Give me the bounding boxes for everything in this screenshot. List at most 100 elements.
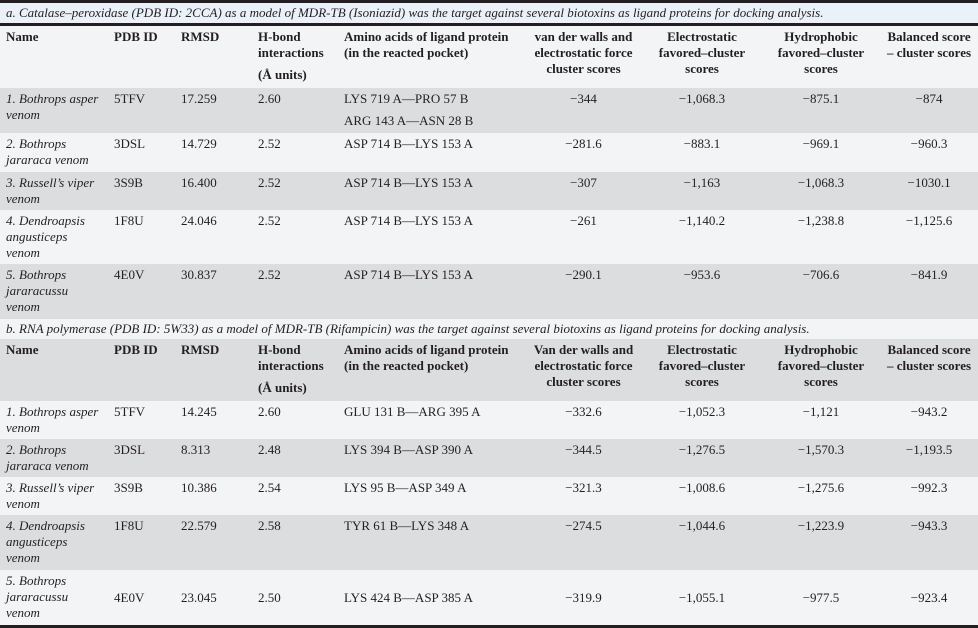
balanced-score: −960.3 — [880, 132, 978, 172]
pdb-id: 4E0V — [108, 569, 175, 625]
pdb-id: 3S9B — [108, 476, 175, 515]
amino-acid-pair: ARG 143 A—ASN 28 B — [344, 112, 474, 128]
balanced-score: −1030.1 — [880, 171, 978, 210]
hbond-header-unit: (Å units) — [258, 67, 307, 82]
venom-name: 2. Bothrops jararaca venom — [0, 438, 108, 477]
vdw-score: −290.1 — [525, 263, 642, 319]
amino-acids: LYS 394 B—ASP 390 A — [338, 438, 525, 477]
amino-acids: LYS 719 A—PRO 57 B ARG 143 A—ASN 28 B — [338, 87, 525, 133]
column-header-hydrophobic: Hydrophobic favored–cluster scores — [762, 24, 880, 88]
table-row: 5. Bothrops jararacussu venom 4E0V 30.837 2… — [0, 263, 978, 319]
hbond-value: 2.52 — [252, 171, 338, 210]
vdw-score: −319.9 — [525, 569, 642, 625]
rmsd-value: 24.046 — [175, 209, 252, 264]
column-header-hydrophobic: Hydrophobic favored–cluster scores — [762, 338, 880, 401]
section-caption: a. Catalase–peroxidase (PDB ID: 2CCA) as… — [0, 3, 978, 26]
hbond-header-label: H-bond interactions — [258, 341, 324, 373]
hydrophobic-score: −1,121 — [762, 400, 880, 439]
hbond-header-unit: (Å units) — [258, 379, 307, 395]
column-header-rmsd: RMSD — [175, 338, 252, 401]
vdw-score: −321.3 — [525, 476, 642, 515]
hbond-value: 2.52 — [252, 263, 338, 319]
venom-name: 3. Russell’s viper venom — [0, 476, 108, 515]
column-header-vdw: van der walls and electrostatic force cl… — [525, 24, 642, 88]
electrostatic-score: −1,140.2 — [642, 209, 762, 264]
balanced-score: −874 — [880, 87, 978, 133]
table-row: 2. Bothrops jararaca venom 3DSL 14.729 2.52… — [0, 132, 978, 172]
electrostatic-score: −1,044.6 — [642, 514, 762, 570]
balanced-score: −992.3 — [880, 476, 978, 515]
hydrophobic-score: −1,275.6 — [762, 476, 880, 515]
vdw-score: −344.5 — [525, 438, 642, 477]
pdb-id: 3DSL — [108, 438, 175, 477]
venom-name: 4. Dendroapsis angusticeps venom — [0, 514, 108, 570]
rmsd-value: 23.045 — [175, 569, 252, 625]
column-header-amino-acids: Amino acids of ligand protein (in the re… — [338, 338, 525, 401]
rmsd-value: 16.400 — [175, 171, 252, 210]
table-row: 1. Bothrops asper venom 5TFV 17.259 2.60 LYS… — [0, 87, 978, 133]
pdb-id: 1F8U — [108, 209, 175, 264]
amino-acids: ASP 714 B—LYS 153 A — [338, 209, 525, 264]
rmsd-value: 10.386 — [175, 476, 252, 515]
vdw-score: −307 — [525, 171, 642, 210]
hbond-value: 2.60 — [252, 87, 338, 133]
electrostatic-score: −1,068.3 — [642, 87, 762, 133]
hbond-header-label: H-bond interactions — [258, 29, 324, 60]
venom-name: 1. Bothrops asper venom — [0, 87, 108, 133]
column-header-pdb-id: PDB ID — [108, 24, 175, 88]
amino-acid-pair: LYS 719 A—PRO 57 B — [344, 90, 469, 106]
pdb-id: 5TFV — [108, 400, 175, 439]
electrostatic-score: −1,052.3 — [642, 400, 762, 439]
vdw-score: −274.5 — [525, 514, 642, 570]
pdb-id: 3S9B — [108, 171, 175, 210]
column-header-name: Name — [0, 24, 108, 88]
column-header-rmsd: RMSD — [175, 24, 252, 88]
venom-name: 2. Bothrops jararaca venom — [0, 132, 108, 172]
vdw-score: −261 — [525, 209, 642, 264]
amino-acids: GLU 131 B—ARG 395 A — [338, 400, 525, 439]
hbond-value: 2.52 — [252, 132, 338, 172]
hbond-value: 2.58 — [252, 514, 338, 570]
venom-name: 5. Bothrops jararacussu venom — [0, 263, 108, 319]
section-caption: b. RNA polymerase (PDB ID: 5W33) as a mo… — [0, 318, 978, 339]
balanced-score: −1,125.6 — [880, 209, 978, 264]
rmsd-value: 14.245 — [175, 400, 252, 439]
column-header-hbond: H-bond interactions (Å units) — [252, 24, 338, 88]
header-row: Name PDB ID RMSD H-bond interactions (Å unit… — [0, 24, 978, 88]
electrostatic-score: −953.6 — [642, 263, 762, 319]
hbond-value: 2.54 — [252, 476, 338, 515]
electrostatic-score: −1,276.5 — [642, 438, 762, 477]
table-row: 4. Dendroapsis angusticeps venom 1F8U 22.5… — [0, 514, 978, 570]
table-row: 3. Russell’s viper venom 3S9B 16.400 2.52 AS… — [0, 171, 978, 210]
amino-acids: ASP 714 B—LYS 153 A — [338, 171, 525, 210]
pdb-id: 3DSL — [108, 132, 175, 172]
pdb-id: 4E0V — [108, 263, 175, 319]
electrostatic-score: −883.1 — [642, 132, 762, 172]
header-row: Name PDB ID RMSD H-bond interactions (Å unit… — [0, 338, 978, 401]
hbond-value: 2.60 — [252, 400, 338, 439]
column-header-hbond: H-bond interactions (Å units) — [252, 338, 338, 401]
electrostatic-score: −1,055.1 — [642, 569, 762, 625]
hydrophobic-score: −706.6 — [762, 263, 880, 319]
table-row: 1. Bothrops asper venom 5TFV 14.245 2.60 GLU… — [0, 400, 978, 439]
hbond-value: 2.50 — [252, 569, 338, 625]
table-row: 4. Dendroapsis angusticeps venom 1F8U 24.0… — [0, 209, 978, 264]
venom-name: 1. Bothrops asper venom — [0, 400, 108, 439]
balanced-score: −1,193.5 — [880, 438, 978, 477]
column-header-amino-acids: Amino acids of ligand protein (in the re… — [338, 24, 525, 88]
table-row: 2. Bothrops jararaca venom 3DSL 8.313 2.48 L… — [0, 438, 978, 477]
rmsd-value: 22.579 — [175, 514, 252, 570]
column-header-electrostatic: Electrostatic favored–cluster scores — [642, 338, 762, 401]
electrostatic-score: −1,008.6 — [642, 476, 762, 515]
column-header-name: Name — [0, 338, 108, 401]
column-header-pdb-id: PDB ID — [108, 338, 175, 401]
rmsd-value: 17.259 — [175, 87, 252, 133]
hydrophobic-score: −1,570.3 — [762, 438, 880, 477]
hydrophobic-score: −1,223.9 — [762, 514, 880, 570]
venom-name: 5. Bothrops jararacussu venom — [0, 569, 108, 625]
hydrophobic-score: −969.1 — [762, 132, 880, 172]
pdb-id: 1F8U — [108, 514, 175, 570]
hbond-value: 2.52 — [252, 209, 338, 264]
rmsd-value: 30.837 — [175, 263, 252, 319]
